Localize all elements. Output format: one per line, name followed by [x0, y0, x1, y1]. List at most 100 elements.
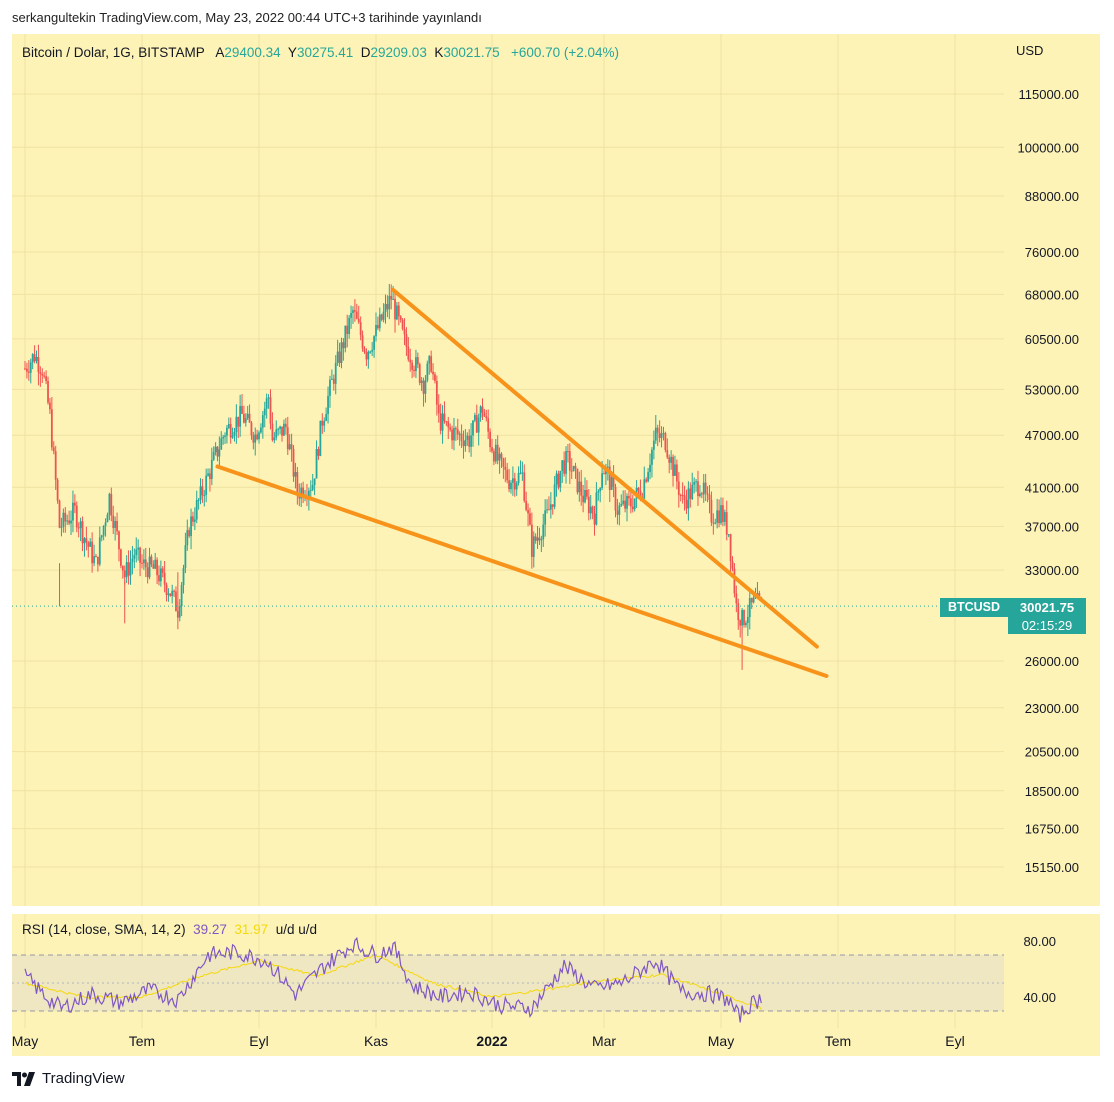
- tradingview-brand[interactable]: TradingView: [12, 1070, 125, 1087]
- last-price-tag: BTCUSD 30021.75 02:15:29: [940, 598, 1086, 634]
- candle-body: [290, 444, 293, 450]
- candle-body: [334, 362, 337, 384]
- candle-body: [377, 324, 379, 329]
- candle-body: [510, 482, 512, 490]
- rsi-sma-value: 31.97: [234, 922, 269, 937]
- price-tick-label: 41000.00: [1025, 480, 1079, 495]
- candle-body: [60, 526, 63, 528]
- candle-body: [548, 509, 550, 511]
- price-tick-label: 53000.00: [1025, 382, 1079, 397]
- price-axis[interactable]: [1004, 34, 1100, 906]
- price-tick-label: 15150.00: [1025, 860, 1079, 875]
- time-axis[interactable]: [12, 1028, 1100, 1056]
- candle-body: [197, 499, 200, 501]
- candle-body: [466, 435, 469, 440]
- candle-body: [758, 593, 761, 598]
- candle-body: [378, 314, 381, 329]
- candle-body: [29, 362, 32, 373]
- candle-body: [745, 622, 747, 626]
- candle-body: [332, 378, 335, 384]
- candle-body: [557, 473, 560, 488]
- candle-body: [163, 572, 166, 585]
- candle-body: [267, 397, 270, 399]
- candle-body: [603, 473, 605, 475]
- candle-body: [192, 516, 194, 522]
- candle-body: [327, 395, 329, 415]
- price-tick-label: 23000.00: [1025, 701, 1079, 716]
- candle-body: [546, 509, 548, 511]
- candle-body: [722, 505, 724, 522]
- candle-body: [263, 408, 266, 416]
- time-tick-label: May: [12, 1033, 38, 1049]
- symbol-label[interactable]: Bitcoin / Dolar, 1G, BITSTAMP: [22, 45, 205, 60]
- candle-body: [597, 491, 600, 493]
- candle-body: [81, 521, 84, 544]
- candle-body: [79, 521, 82, 529]
- candle-body: [35, 356, 38, 362]
- candle-body: [704, 482, 707, 494]
- candle-body: [190, 516, 192, 537]
- low-label: D: [360, 45, 371, 60]
- candle-body: [649, 464, 651, 473]
- candle-body: [354, 310, 356, 312]
- candle-body: [309, 489, 312, 491]
- price-tick-label: 60500.00: [1025, 332, 1079, 347]
- candle-body: [620, 503, 623, 506]
- candle-body: [418, 364, 421, 383]
- candle-body: [504, 466, 507, 470]
- candle-body: [317, 448, 320, 456]
- candle-body: [142, 559, 145, 564]
- candle-body: [261, 415, 264, 428]
- candle-body: [137, 547, 140, 550]
- candle-body: [98, 537, 101, 565]
- candle-body: [534, 536, 537, 541]
- candle-body: [670, 456, 673, 463]
- price-tick-label: 115000.00: [1019, 87, 1080, 102]
- candle-body: [271, 423, 274, 441]
- candle-body: [252, 435, 255, 443]
- candle-body: [403, 328, 406, 335]
- rsi-label[interactable]: RSI (14, close, SMA, 14, 2): [22, 922, 186, 937]
- candle-body: [210, 459, 213, 480]
- candle-body: [386, 303, 389, 310]
- candle-body: [511, 478, 514, 483]
- candle-body: [591, 506, 594, 514]
- candle-body: [430, 356, 433, 372]
- candle-body: [265, 398, 268, 409]
- candle-body: [186, 530, 189, 546]
- candle-body: [87, 542, 90, 547]
- candle-body: [319, 420, 322, 456]
- price-tick-label: 18500.00: [1025, 784, 1079, 799]
- candle-body: [458, 433, 461, 435]
- open-label: A: [215, 45, 225, 60]
- candle-body: [725, 512, 728, 535]
- brand-name: TradingView: [42, 1070, 125, 1087]
- rsi-axis[interactable]: [1004, 914, 1100, 1028]
- candle-body: [750, 597, 753, 603]
- candle-body: [527, 509, 529, 514]
- candle-body: [102, 525, 105, 536]
- candle-body: [529, 513, 531, 525]
- candle-body: [517, 473, 520, 484]
- candle-body: [409, 359, 412, 363]
- candle-body: [491, 447, 493, 452]
- candle-body: [342, 342, 345, 349]
- candle-body: [563, 460, 566, 474]
- candle-body: [307, 490, 310, 498]
- rsi-legend: RSI (14, close, SMA, 14, 2) 39.27 31.97 …: [22, 922, 317, 937]
- candle-body: [424, 380, 427, 394]
- candle-body: [397, 305, 400, 317]
- candle-body: [559, 470, 562, 488]
- candle-body: [144, 559, 147, 568]
- candle-body: [718, 510, 720, 524]
- candle-body: [741, 610, 743, 626]
- currency-label[interactable]: USD: [1016, 43, 1044, 58]
- time-tick-label: Eyl: [249, 1033, 268, 1049]
- candle-body: [269, 397, 272, 424]
- candle-body: [207, 473, 209, 476]
- candle-body: [679, 494, 682, 496]
- candle-body: [699, 493, 701, 497]
- candle-body: [96, 556, 99, 565]
- candle-body: [100, 535, 103, 538]
- candle-body: [720, 505, 722, 524]
